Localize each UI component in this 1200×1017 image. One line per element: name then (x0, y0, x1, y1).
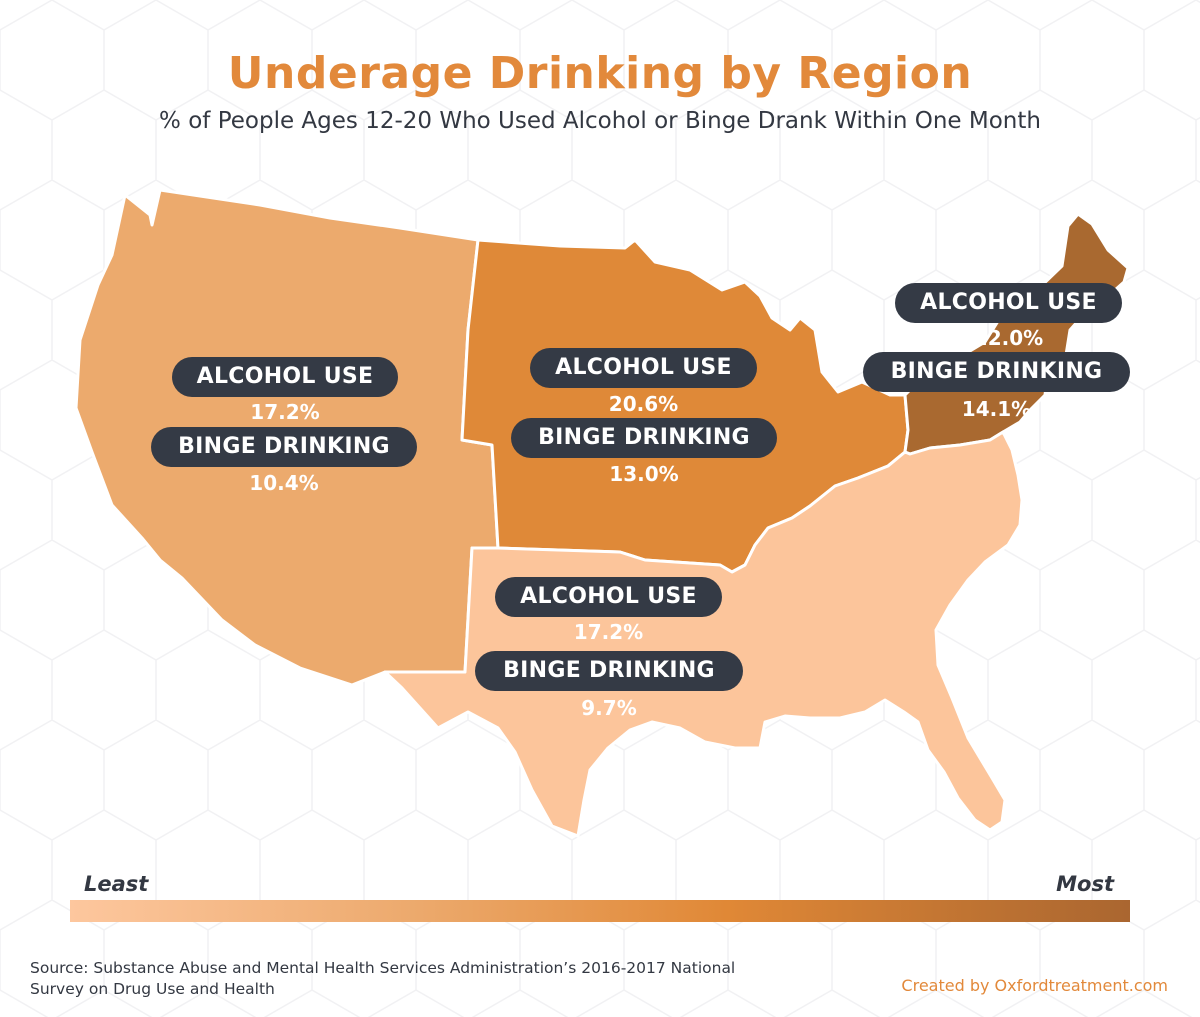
west-binge-drinking-label: BINGE DRINKING (151, 427, 417, 467)
west-alcohol-use-label: ALCOHOL USE (172, 357, 398, 397)
midwest-alcohol-use-value: 20.6% (608, 392, 679, 416)
west-alcohol-use-value: 17.2% (250, 400, 320, 424)
legend-most-label: Most (1056, 872, 1114, 896)
map-title: Underage Drinking by Region (227, 48, 973, 99)
northeast-alcohol-use-label: ALCOHOL USE (895, 283, 1122, 323)
source-citation: Source: Substance Abuse and Mental Healt… (30, 959, 736, 998)
midwest-binge-drinking-value: 13.0% (609, 462, 679, 486)
map-subtitle: % of People Ages 12-20 Who Used Alcohol … (159, 108, 1041, 134)
northeast-alcohol-use-value: 22.0% (973, 326, 1044, 350)
northeast-binge-drinking-label: BINGE DRINKING (863, 352, 1130, 392)
legend-least-label: Least (84, 872, 149, 896)
south-binge-drinking-label: BINGE DRINKING (475, 651, 743, 691)
credit-text: Created by Oxfordtreatment.com (901, 976, 1168, 995)
legend-gradient-bar (70, 900, 1130, 922)
northeast-binge-drinking-value: 14.1% (961, 397, 1032, 421)
south-binge-drinking-value: 9.7% (581, 696, 637, 720)
midwest-alcohol-use-label: ALCOHOL USE (530, 348, 757, 388)
south-alcohol-use-value: 17.2% (573, 620, 644, 644)
midwest-binge-drinking-label: BINGE DRINKING (511, 418, 777, 458)
west-binge-drinking-value: 10.4% (249, 471, 319, 495)
south-alcohol-use-label: ALCOHOL USE (495, 577, 722, 617)
region-south (383, 430, 1024, 838)
